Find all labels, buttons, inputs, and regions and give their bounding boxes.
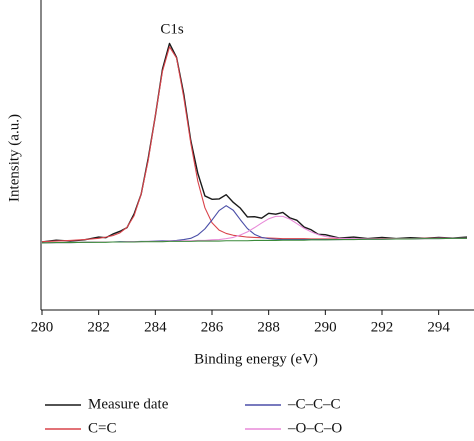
x-tick-label: 282 xyxy=(87,319,110,335)
y-axis-label: Intensity (a.u.) xyxy=(6,114,22,202)
x-tick-label: 292 xyxy=(371,319,394,335)
x-tick-label: 284 xyxy=(144,319,167,335)
series-line xyxy=(41,42,468,243)
legend-label: C=C xyxy=(88,420,116,436)
x-tick-label: 280 xyxy=(31,319,54,335)
series-line xyxy=(41,46,467,243)
x-tick-label: 290 xyxy=(314,319,337,335)
peak-annotation: C1s xyxy=(160,21,184,37)
legend-label: –O–C–O xyxy=(287,420,342,436)
x-tick-label: 288 xyxy=(257,319,280,335)
legend-label: –C–C–C xyxy=(287,396,341,412)
legend-label: Measure date xyxy=(88,396,169,412)
x-tick-label: 286 xyxy=(201,319,224,335)
x-axis-label: Binding energy (eV) xyxy=(194,351,318,367)
x-tick-label: 294 xyxy=(427,319,450,335)
series-line xyxy=(41,237,467,244)
